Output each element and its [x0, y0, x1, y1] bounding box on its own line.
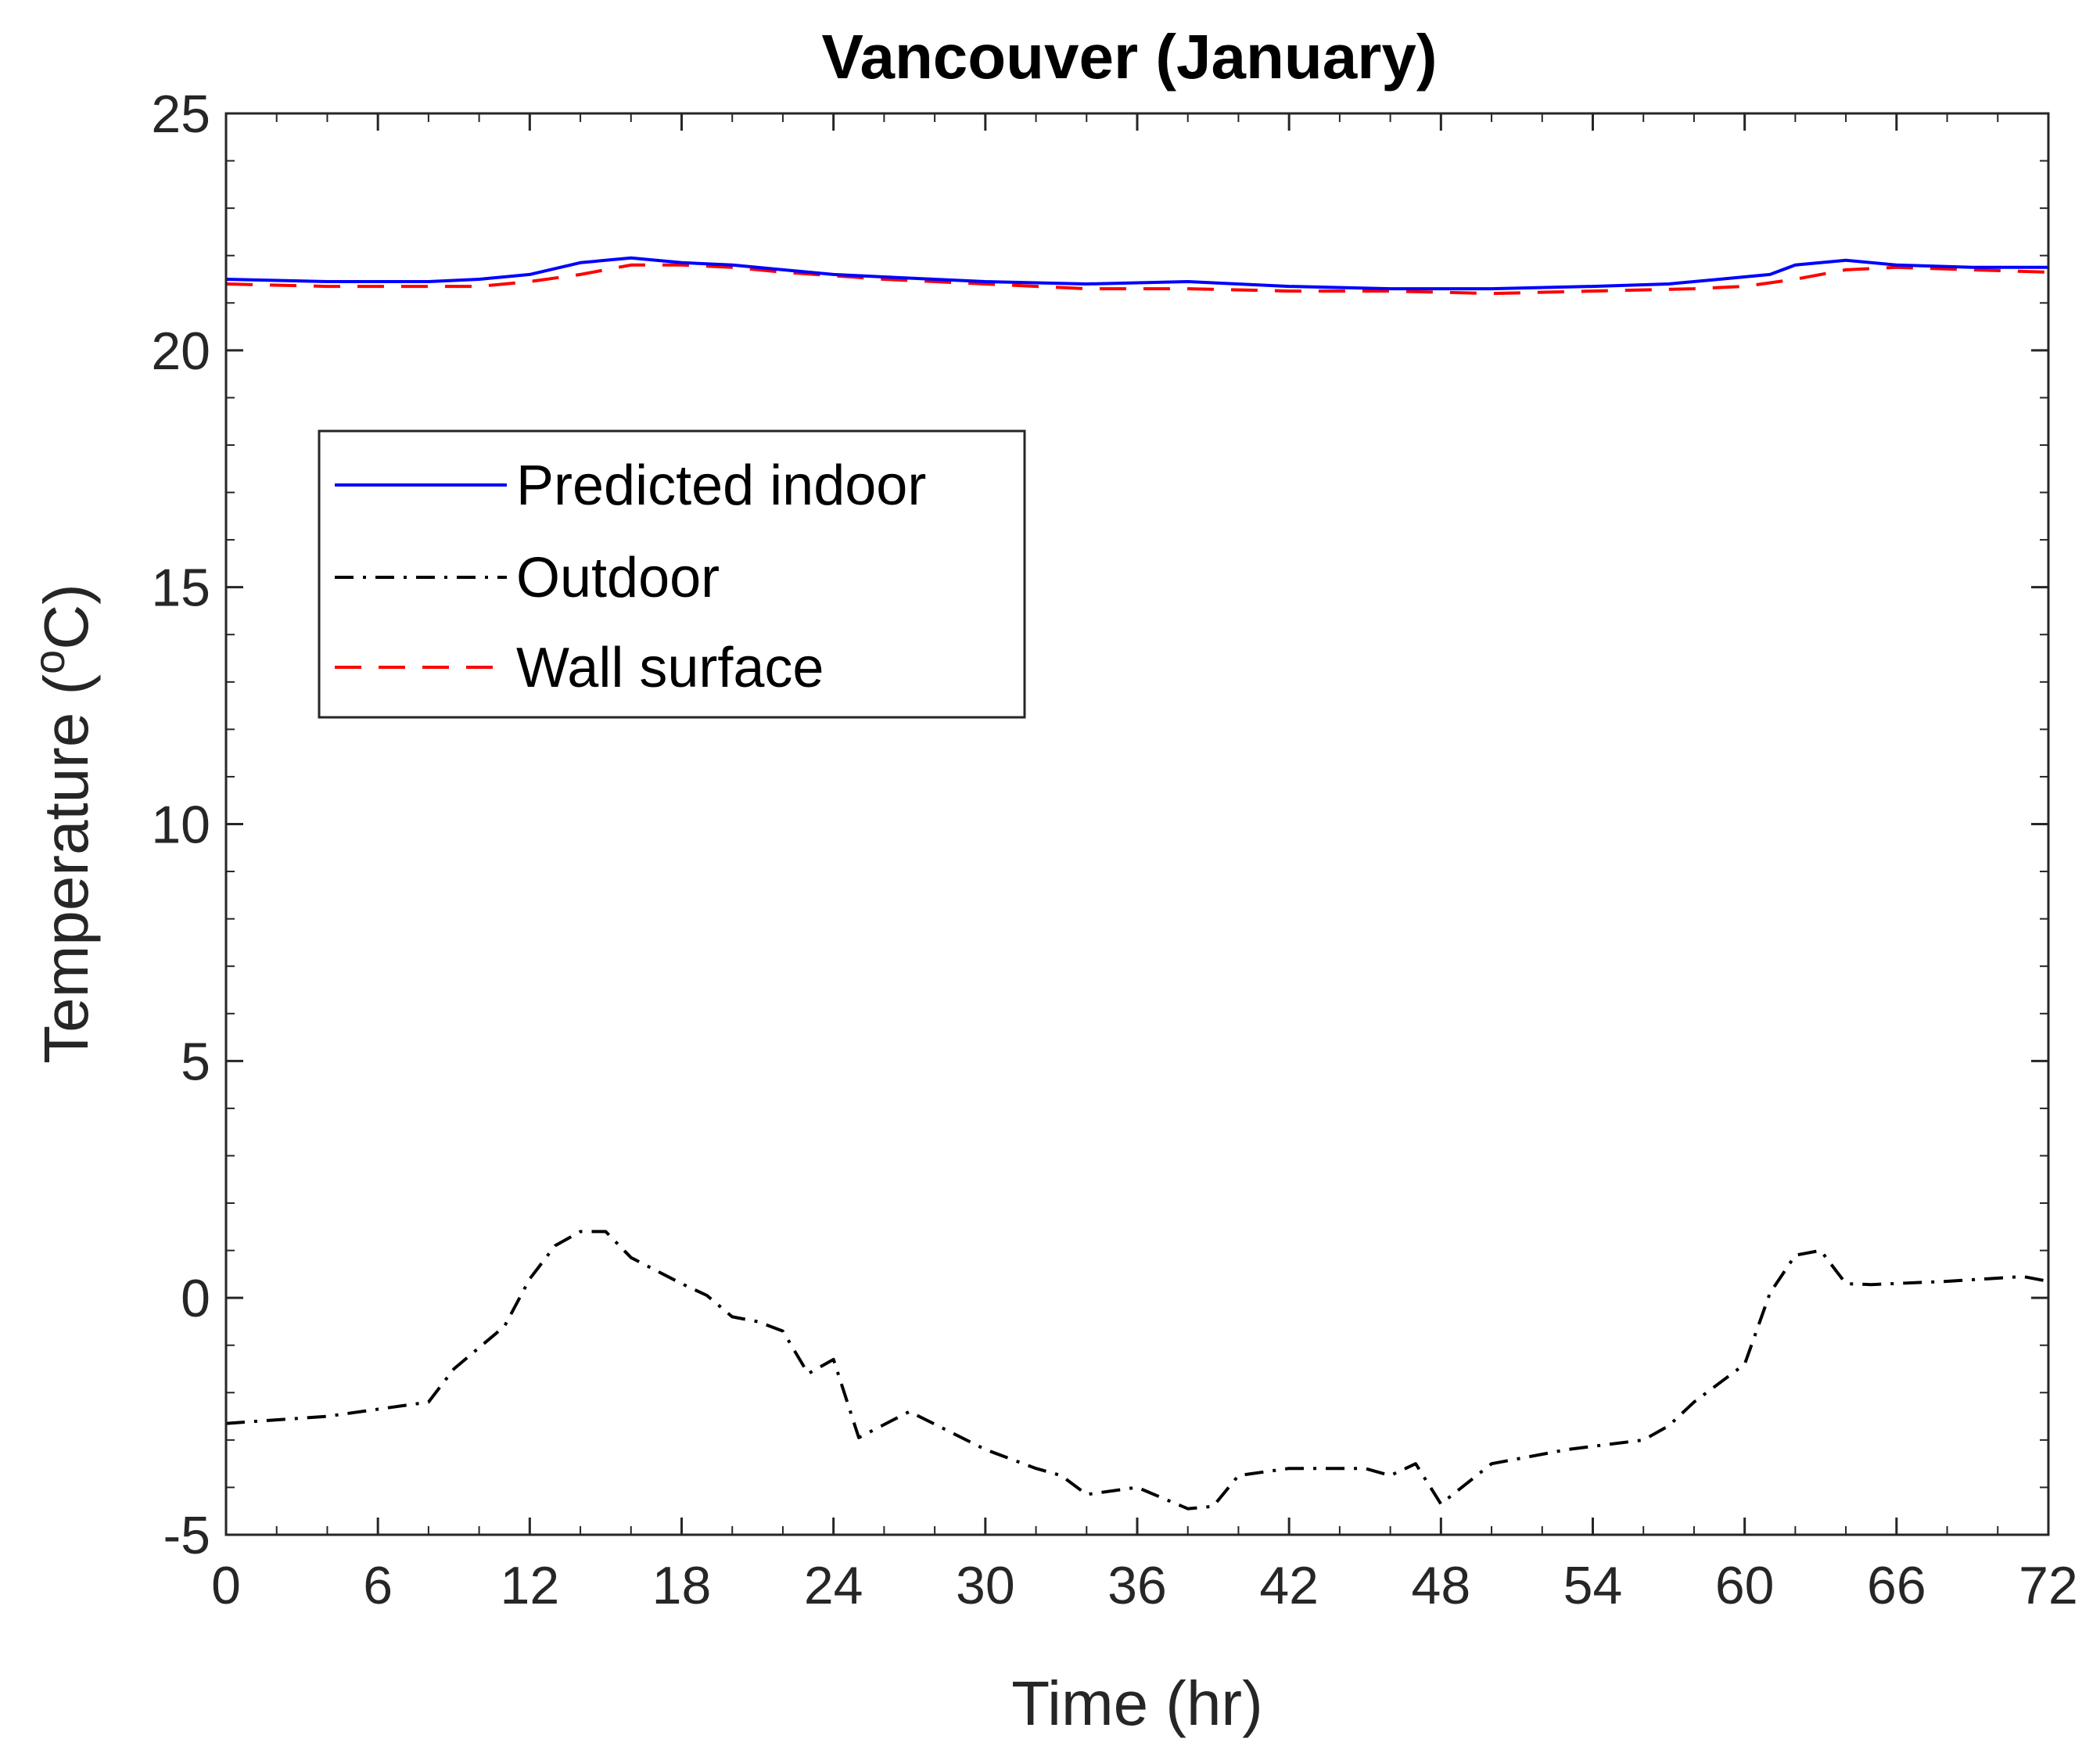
y-axis-label: Temperature (oC) [24, 584, 101, 1064]
series-line-outdoor [225, 1230, 2049, 1511]
y-axis-label-main: Temperature ( [31, 674, 101, 1063]
y-tick-label: 15 [151, 559, 210, 618]
plot-area [225, 256, 2049, 1511]
x-tick-label: 66 [1867, 1556, 1926, 1615]
x-tick-label: 6 [363, 1556, 393, 1615]
x-axis-label: Time (hr) [1011, 1669, 1262, 1738]
y-tick-label: 20 [151, 322, 210, 381]
y-tick-label: 10 [151, 796, 210, 855]
legend-label-outdoor: Outdoor [516, 547, 720, 609]
x-tick-label: 60 [1715, 1556, 1775, 1615]
axis-ticks [224, 112, 2050, 1536]
y-axis-label-superscript: o [24, 650, 74, 674]
y-axis-label-tail: C) [31, 584, 101, 649]
x-tick-label: 48 [1412, 1556, 1471, 1615]
y-tick-label: 25 [151, 84, 210, 144]
legend-box [318, 429, 1026, 719]
chart-title: Vancouver (January) [822, 22, 1438, 92]
y-tick-label: 5 [181, 1032, 210, 1091]
y-tick-label: -5 [163, 1506, 210, 1565]
legend-label-predicted-indoor: Predicted indoor [516, 454, 926, 517]
x-tick-label: 0 [211, 1556, 241, 1615]
x-tick-label: 24 [804, 1556, 863, 1615]
x-tick-label: 36 [1107, 1556, 1167, 1615]
x-tick-label: 54 [1563, 1556, 1623, 1615]
plot-frame [224, 112, 2050, 1536]
y-tick-label: 0 [181, 1269, 210, 1328]
legend: Predicted indoor Outdoor Wall surface [318, 429, 1026, 719]
x-tick-label: 30 [956, 1556, 1015, 1615]
x-tick-label: 12 [501, 1556, 560, 1615]
x-tick-labels: 0 6 12 18 24 30 36 42 48 54 60 66 72 [211, 1556, 2078, 1615]
y-tick-labels: -5 0 5 10 15 20 25 [151, 84, 210, 1565]
series-line-predicted-indoor [225, 256, 2048, 291]
x-tick-label: 72 [2019, 1556, 2078, 1615]
legend-label-wall-surface: Wall surface [516, 637, 824, 699]
x-tick-label: 42 [1259, 1556, 1319, 1615]
x-tick-label: 18 [652, 1556, 712, 1615]
